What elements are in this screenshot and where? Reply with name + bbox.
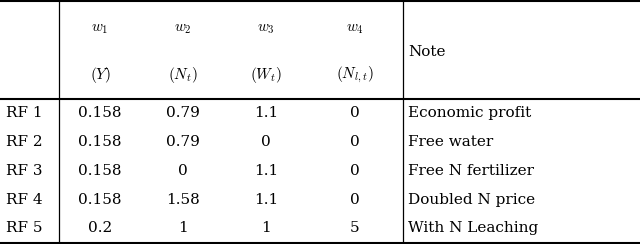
- Text: 0: 0: [350, 135, 360, 149]
- Text: RF 4: RF 4: [6, 193, 43, 207]
- Text: 1.1: 1.1: [253, 106, 278, 121]
- Text: $w_4$: $w_4$: [346, 22, 364, 36]
- Text: 1.58: 1.58: [166, 193, 200, 207]
- Text: 0: 0: [350, 164, 360, 178]
- Text: $w_2$: $w_2$: [174, 22, 192, 36]
- Text: Doubled N price: Doubled N price: [408, 193, 535, 207]
- Text: 0.79: 0.79: [166, 135, 200, 149]
- Text: 0: 0: [178, 164, 188, 178]
- Text: 1.1: 1.1: [253, 164, 278, 178]
- Text: Economic profit: Economic profit: [408, 106, 531, 121]
- Text: $w_1$: $w_1$: [92, 22, 109, 36]
- Text: RF 5: RF 5: [6, 221, 43, 235]
- Text: 0: 0: [261, 135, 271, 149]
- Text: $(N_{l,t})$: $(N_{l,t})$: [336, 65, 374, 85]
- Text: 0: 0: [350, 193, 360, 207]
- Text: 0.79: 0.79: [166, 106, 200, 121]
- Text: RF 3: RF 3: [6, 164, 43, 178]
- Text: 0.158: 0.158: [79, 164, 122, 178]
- Text: $(W_t)$: $(W_t)$: [250, 65, 282, 85]
- Text: $w_3$: $w_3$: [257, 22, 275, 36]
- Text: Note: Note: [408, 45, 445, 59]
- Text: Free N fertilizer: Free N fertilizer: [408, 164, 534, 178]
- Text: 1: 1: [261, 221, 271, 235]
- Text: Free water: Free water: [408, 135, 493, 149]
- Text: 0: 0: [350, 106, 360, 121]
- Text: 1.1: 1.1: [253, 193, 278, 207]
- Text: 0.158: 0.158: [79, 193, 122, 207]
- Text: With N Leaching: With N Leaching: [408, 221, 538, 235]
- Text: 0.158: 0.158: [79, 135, 122, 149]
- Text: RF 2: RF 2: [6, 135, 43, 149]
- Text: $(N_t)$: $(N_t)$: [168, 65, 198, 85]
- Text: 1: 1: [178, 221, 188, 235]
- Text: 0.2: 0.2: [88, 221, 112, 235]
- Text: RF 1: RF 1: [6, 106, 43, 121]
- Text: 5: 5: [350, 221, 360, 235]
- Text: 0.158: 0.158: [79, 106, 122, 121]
- Text: $(Y)$: $(Y)$: [90, 65, 111, 85]
